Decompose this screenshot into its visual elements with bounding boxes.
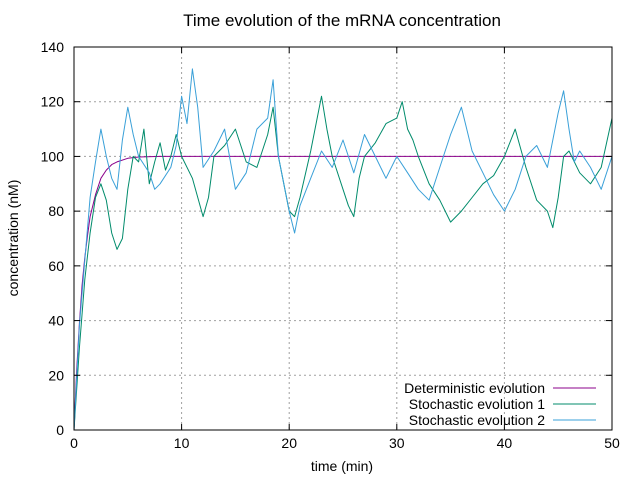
legend-label-2: Stochastic evolution 1: [409, 396, 545, 412]
y-tick-label: 100: [41, 148, 65, 164]
series-lines: [73, 68, 613, 431]
series-line-1: [73, 155, 612, 431]
y-tick-label: 20: [48, 367, 64, 383]
legend-label-3: Stochastic evolution 2: [409, 412, 545, 428]
y-tick-label: 0: [56, 422, 64, 438]
y-axis-label: concentration (nM): [5, 180, 21, 297]
series-line-2: [73, 95, 613, 431]
x-axis-label: time (min): [311, 458, 373, 474]
legend-label-1: Deterministic evolution: [404, 380, 545, 396]
y-tick-label: 80: [48, 203, 64, 219]
y-tick-label: 120: [41, 94, 65, 110]
series-line-3: [73, 68, 613, 431]
chart-title: Time evolution of the mRNA concentration: [183, 11, 501, 30]
y-tick-label: 140: [41, 39, 65, 55]
y-tick-label: 60: [48, 258, 64, 274]
y-tick-label: 40: [48, 313, 64, 329]
x-axis-ticks: 0 10 20 30 40 50: [70, 47, 620, 451]
x-tick-label: 30: [389, 435, 405, 451]
x-tick-label: 40: [497, 435, 513, 451]
y-axis-ticks: 0 20 40 60 80 100 120 140: [41, 39, 612, 438]
plot-frame: [73, 46, 613, 431]
x-tick-label: 50: [604, 435, 620, 451]
x-tick-label: 0: [70, 435, 78, 451]
grid-lines: [74, 47, 612, 430]
x-tick-label: 20: [281, 435, 297, 451]
x-tick-label: 10: [174, 435, 190, 451]
